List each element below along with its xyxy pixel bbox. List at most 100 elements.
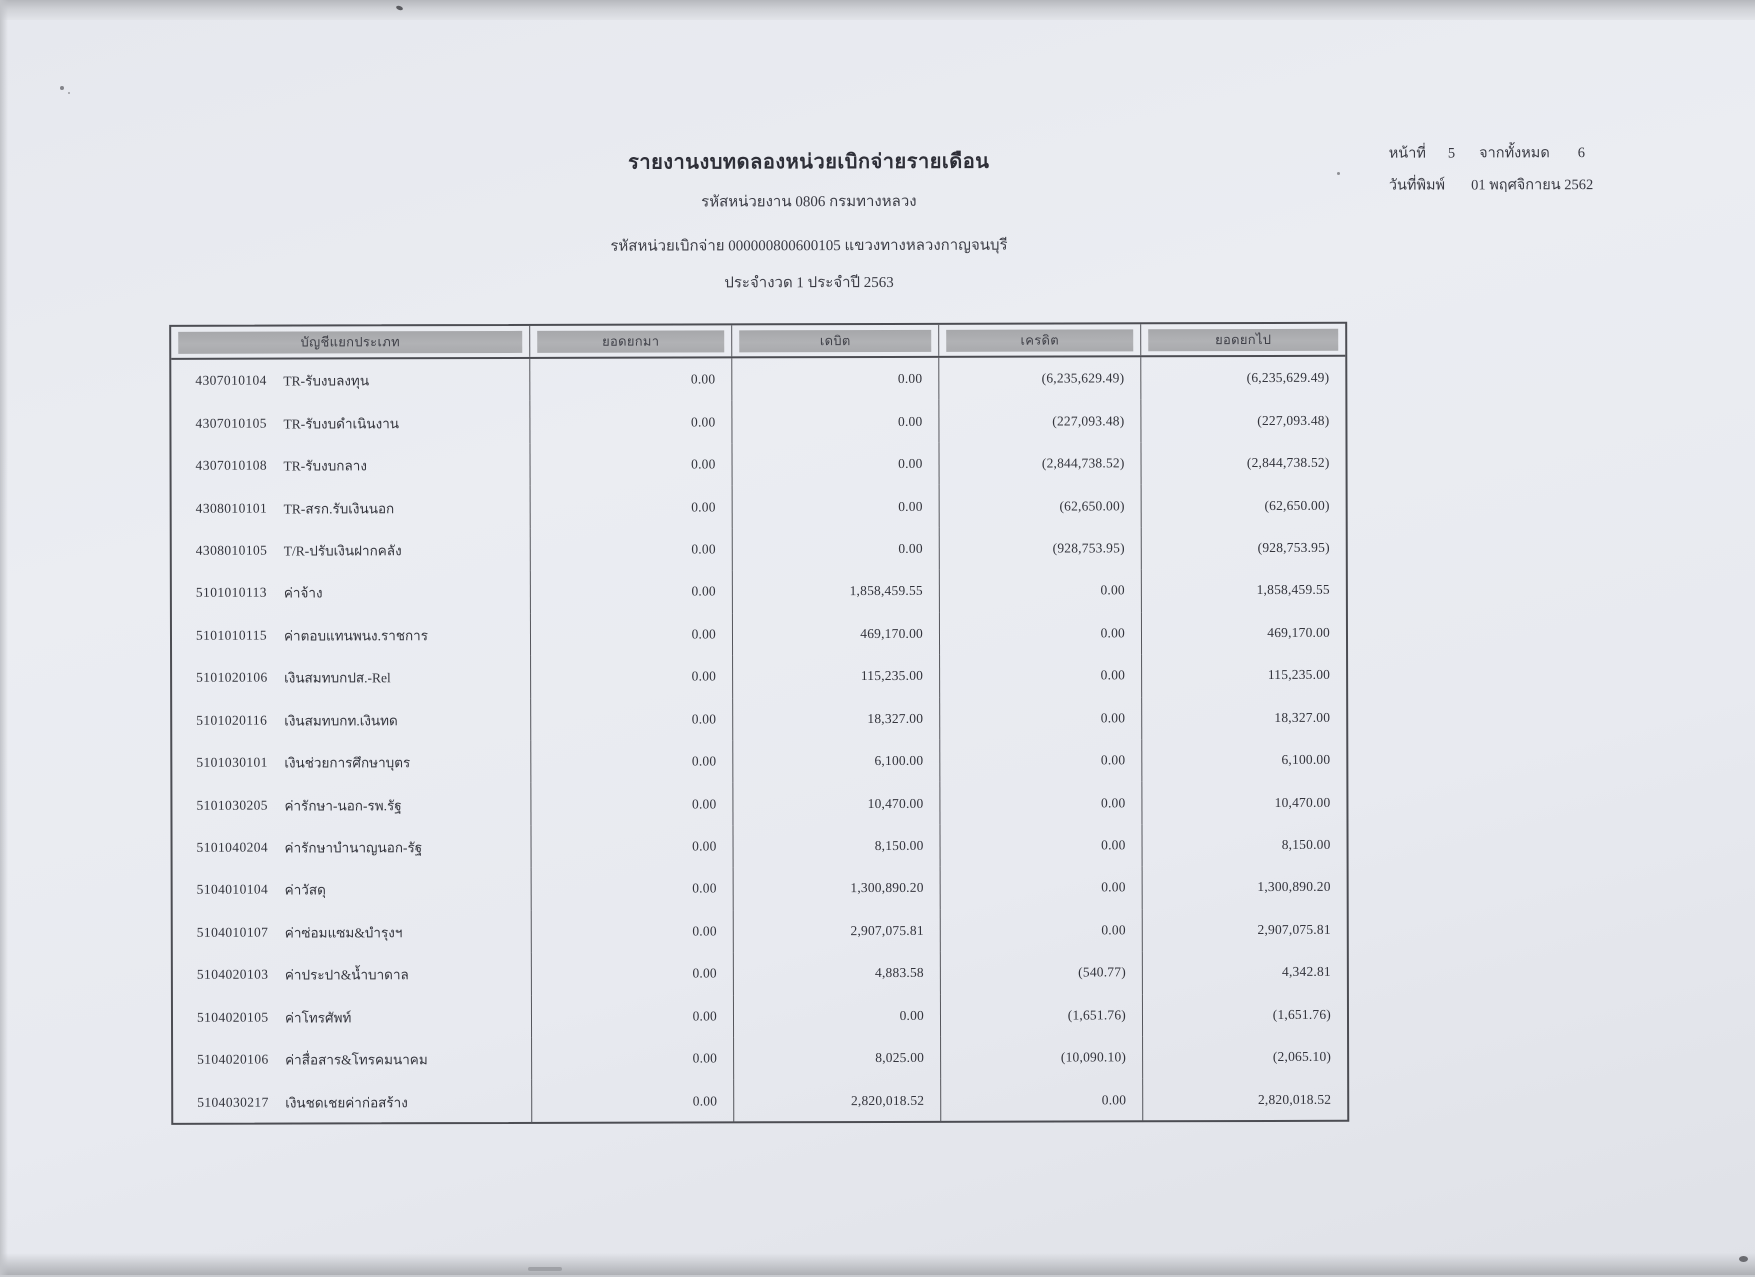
cell-account: 5101040204 ค่ารักษาบำนาญนอก-รัฐ (172, 826, 531, 869)
column-header-account: บัญชีแยกประเภท (171, 326, 530, 358)
report-title: รายงานงบทดลองหน่วยเบิกจ่ายรายเดือน (234, 144, 1384, 179)
table-body: 4307010104 TR-รับงบลงทุน 0.00 0.00 (6,23… (171, 357, 1347, 1123)
cell-balance-forward: 0.00 (531, 528, 733, 571)
table-row: 5104030217 เงินชดเชยค่าก่อสร้าง 0.00 2,8… (173, 1078, 1347, 1124)
account-name: TR-รับงบลงทุน (283, 370, 369, 392)
cell-account: 5104020103 ค่าประปา&น้ำบาดาล (173, 953, 532, 996)
table-row: 5101010115 ค่าตอบแทนพนง.ราชการ 0.00 469,… (172, 611, 1346, 657)
cell-balance-carried: 1,300,890.20 (1143, 866, 1347, 909)
column-header-balance-carried: ยอดยกไป (1141, 324, 1345, 356)
cell-credit: 0.00 (941, 1079, 1143, 1122)
cell-credit: (928,753.95) (940, 527, 1142, 570)
table-row: 5101010113 ค่าจ้าง 0.00 1,858,459.55 0.0… (172, 569, 1346, 615)
account-code: 4308010101 (196, 500, 284, 516)
table-row: 4308010105 T/R-ปรับเงินฝากคลัง 0.00 0.00… (172, 527, 1346, 573)
account-code: 4307010108 (196, 458, 284, 474)
cell-balance-forward: 0.00 (531, 571, 733, 614)
cell-credit: 0.00 (940, 739, 1142, 782)
cell-debit: 8,025.00 (734, 1037, 941, 1080)
account-code: 5101040204 (197, 840, 285, 856)
cell-debit: 10,470.00 (733, 782, 940, 825)
cell-account: 4307010104 TR-รับงบลงทุน (171, 359, 530, 402)
cell-credit: 0.00 (941, 867, 1143, 910)
page-info-block: หน้าที่ 5 จากทั้งหมด 6 วันที่พิมพ์ 01 พฤ… (1389, 141, 1719, 206)
account-name: T/R-ปรับเงินฝากคลัง (284, 539, 402, 561)
period-line: ประจำงวด 1 ประจำปี 2563 (234, 269, 1384, 296)
cell-debit: 469,170.00 (733, 612, 940, 655)
account-name: ค่าประปา&น้ำบาดาล (285, 964, 409, 986)
cell-credit: 0.00 (940, 612, 1142, 655)
table-row: 5101020116 เงินสมทบกท.เงินทด 0.00 18,327… (172, 696, 1346, 742)
cell-balance-forward: 0.00 (530, 401, 732, 444)
cell-balance-forward: 0.00 (531, 825, 733, 868)
cell-debit: 115,235.00 (733, 655, 940, 698)
cell-credit: 0.00 (940, 654, 1142, 697)
column-header-balance-forward-label: ยอดยกมา (537, 330, 724, 352)
table-row: 5101030205 ค่ารักษา-นอก-รพ.รัฐ 0.00 10,4… (172, 781, 1346, 827)
cell-balance-carried: (227,093.48) (1141, 399, 1345, 442)
account-code: 4307010105 (195, 415, 283, 431)
cell-balance-carried: 115,235.00 (1142, 654, 1346, 697)
cell-debit: 0.00 (732, 400, 939, 443)
column-header-credit-label: เครดิต (946, 329, 1133, 351)
cell-debit: 1,858,459.55 (733, 570, 940, 613)
table-row: 5101030101 เงินช่วยการศึกษาบุตร 0.00 6,1… (172, 739, 1346, 785)
account-name: เงินสมทบกปส.-Rel (284, 667, 391, 689)
cell-account: 5104010107 ค่าซ่อมแซม&บำรุงฯ (173, 911, 532, 954)
account-name: TR-สรก.รับเงินนอก (284, 497, 395, 519)
cell-balance-carried: (62,650.00) (1142, 484, 1346, 527)
cell-account: 5101020106 เงินสมทบกปส.-Rel (172, 656, 531, 699)
table-row: 4307010104 TR-รับงบลงทุน 0.00 0.00 (6,23… (171, 357, 1345, 403)
cell-account: 5104010104 ค่าวัสดุ (173, 868, 532, 911)
table-row: 4307010108 TR-รับงบกลาง 0.00 0.00 (2,844… (171, 442, 1345, 488)
account-code: 4308010105 (196, 543, 284, 559)
page-number: 5 (1448, 145, 1455, 162)
cell-balance-forward: 0.00 (532, 868, 734, 911)
table-row: 4307010105 TR-รับงบดำเนินงาน 0.00 0.00 (… (171, 399, 1345, 445)
account-name: TR-รับงบกลาง (284, 454, 367, 476)
table-header-row: บัญชีแยกประเภท ยอดยกมา เดบิต เครดิต ยอดย… (171, 324, 1345, 360)
cell-credit: (540.77) (941, 951, 1143, 994)
cell-credit: 0.00 (940, 569, 1142, 612)
cell-debit: 0.00 (732, 443, 939, 486)
account-name: ค่าจ้าง (284, 582, 323, 604)
cell-balance-forward: 0.00 (531, 486, 733, 529)
cell-account: 5104030217 เงินชดเชยค่าก่อสร้าง (173, 1080, 532, 1123)
account-code: 5104010104 (197, 882, 285, 898)
column-header-balance-forward: ยอดยกมา (530, 325, 732, 357)
table-row: 5104010104 ค่าวัสดุ 0.00 1,300,890.20 0.… (173, 866, 1347, 912)
account-code: 5101010113 (196, 585, 284, 601)
account-name: ค่าสื่อสาร&โทรคมนาคม (285, 1048, 428, 1070)
column-header-debit: เดบิต (732, 325, 939, 357)
cell-debit: 2,820,018.52 (734, 1079, 941, 1122)
account-name: เงินชดเชยค่าก่อสร้าง (285, 1091, 408, 1113)
total-pages: 6 (1578, 145, 1585, 162)
cell-debit: 0.00 (732, 358, 939, 401)
cell-account: 5101030101 เงินช่วยการศึกษาบุตร (172, 741, 531, 784)
cell-account: 4308010101 TR-สรก.รับเงินนอก (172, 486, 531, 529)
table-row: 5101020106 เงินสมทบกปส.-Rel 0.00 115,235… (172, 654, 1346, 700)
cell-credit: (2,844,738.52) (939, 442, 1141, 485)
table-row: 5104020105 ค่าโทรศัพท์ 0.00 0.00 (1,651.… (173, 993, 1347, 1039)
cell-account: 4307010105 TR-รับงบดำเนินงาน (171, 401, 530, 444)
cell-debit: 1,300,890.20 (734, 867, 941, 910)
column-header-balance-carried-label: ยอดยกไป (1148, 329, 1338, 351)
account-code: 5101020106 (196, 670, 284, 686)
cell-balance-carried: 2,907,075.81 (1143, 908, 1347, 951)
cell-credit: 0.00 (940, 697, 1142, 740)
account-code: 5104020106 (197, 1052, 285, 1068)
cell-balance-forward: 0.00 (530, 358, 732, 401)
page-label: หน้าที่ (1389, 142, 1426, 165)
account-name: เงินช่วยการศึกษาบุตร (284, 751, 410, 773)
cell-debit: 0.00 (734, 994, 941, 1037)
cell-debit: 4,883.58 (734, 952, 941, 995)
cell-balance-carried: 1,858,459.55 (1142, 569, 1346, 612)
cell-credit: 0.00 (941, 909, 1143, 952)
account-code: 5104020105 (197, 1009, 285, 1025)
account-name: ค่ารักษาบำนาญนอก-รัฐ (285, 836, 423, 858)
disbursing-unit-line: รหัสหน่วยเบิกจ่าย 000000800600105 แขวงทา… (234, 232, 1384, 259)
cell-balance-carried: 10,470.00 (1142, 781, 1346, 824)
cell-debit: 0.00 (733, 528, 940, 571)
cell-credit: 0.00 (940, 782, 1142, 825)
